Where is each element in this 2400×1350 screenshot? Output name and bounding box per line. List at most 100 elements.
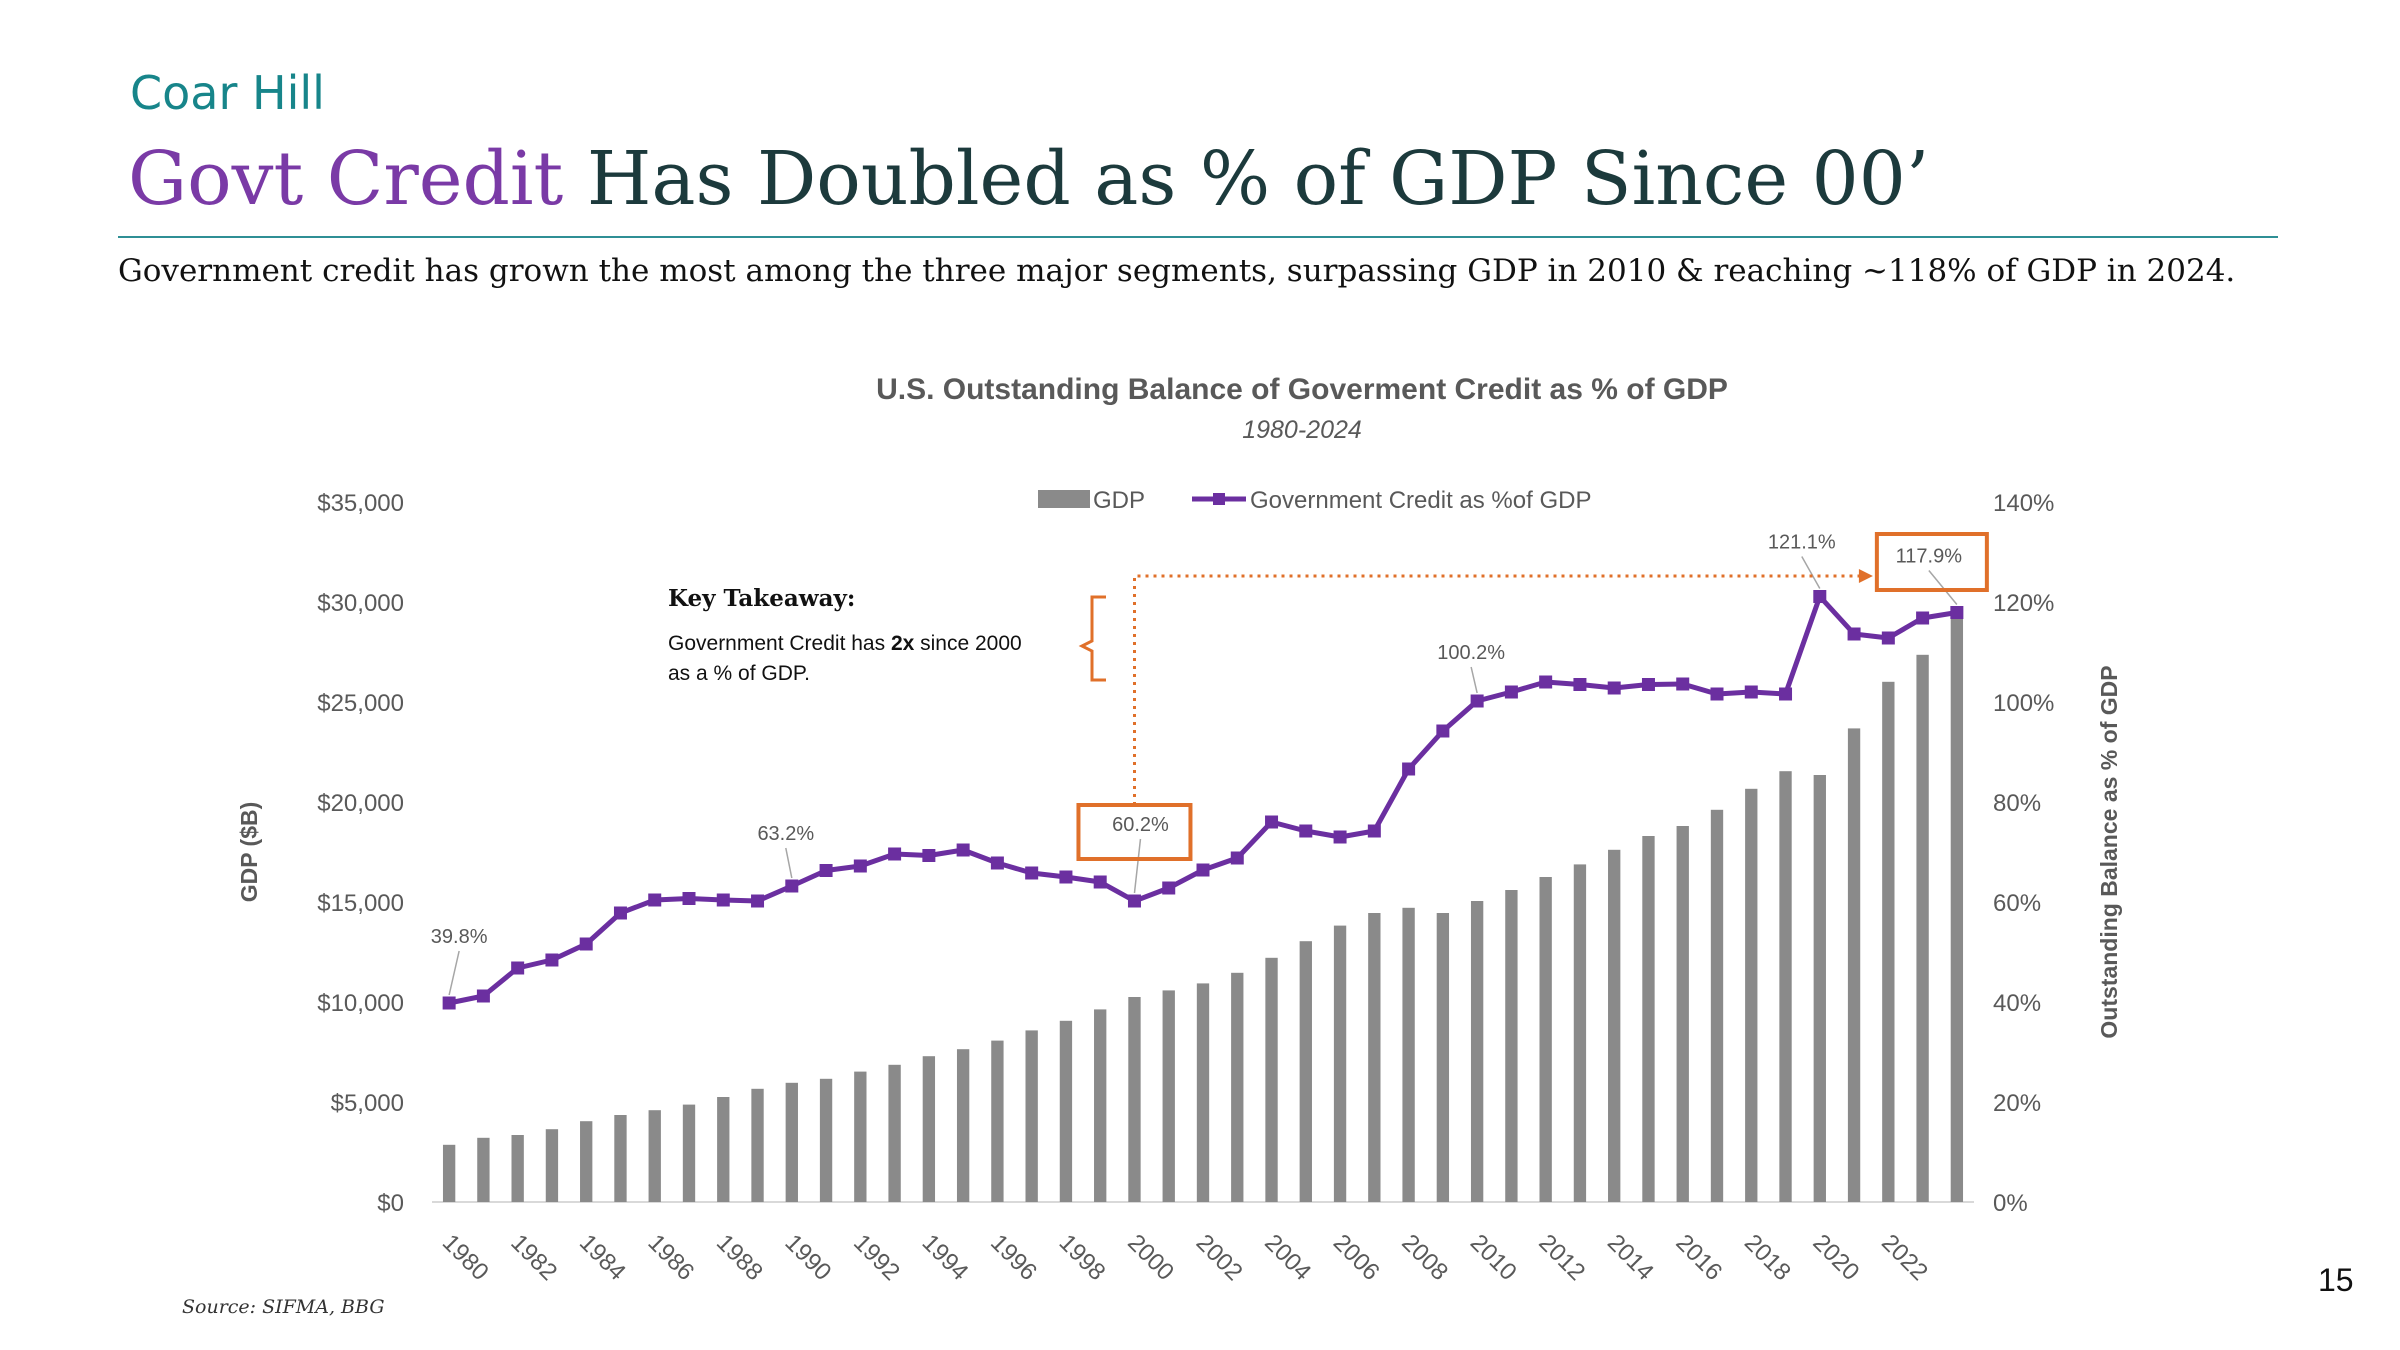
x-tick-label: 1986 [642,1229,699,1286]
x-tick-label: 1994 [917,1229,974,1286]
credit-point [1367,824,1381,838]
credit-point [1504,685,1518,699]
y2-tick-label: 0% [1993,1190,2028,1217]
gdp-bar [1745,788,1758,1202]
title-accent: Govt Credit [128,136,564,222]
gdp-bar [1847,728,1861,1202]
credit-point [751,894,765,908]
takeaway-line-1: Government Credit has 2x since 2000 [668,632,1022,655]
gdp-bar [1710,809,1724,1202]
gdp-bar [1539,877,1552,1202]
credit-point [1162,881,1176,895]
credit-point [476,989,490,1003]
credit-point [956,843,970,857]
x-tick-label: 2008 [1396,1229,1453,1286]
legend-gdp-label: GDP [1093,487,1145,514]
chart-title: U.S. Outstanding Balance of Goverment Cr… [876,373,1728,406]
gdp-bars [442,618,1964,1202]
credit-point [545,953,559,967]
takeaway-heading: Key Takeaway: [668,585,855,612]
gdp-bar [1196,983,1210,1202]
gdp-bar [1025,1030,1038,1202]
credit-point [1196,863,1210,877]
gdp-bar [477,1137,490,1202]
takeaway-line-1-pre: Government Credit has [668,632,891,655]
y-tick-label: $35,000 [317,490,404,517]
gdp-bar [1608,849,1621,1202]
credit-point [579,937,593,951]
credit-line [442,590,1964,1010]
key-takeaway-callout: Key Takeaway: Government Credit has 2x s… [668,585,1106,685]
highlight-overlays [1076,532,1989,861]
data-label: 60.2% [1112,814,1169,836]
gdp-bar [1231,972,1244,1202]
credit-point [442,996,456,1010]
gdp-bar [1882,681,1895,1202]
x-tick-label: 1992 [848,1229,905,1286]
credit-point [853,859,867,873]
y-tick-label: $10,000 [317,990,404,1017]
credit-point [648,893,662,907]
takeaway-line-1-post: since 2000 [914,632,1021,655]
gdp-bar [442,1144,456,1202]
legend-credit-label: Government Credit as %of GDP [1250,487,1591,514]
legend-bar-swatch [1038,490,1090,508]
credit-point [1333,830,1347,844]
gdp-bar [819,1078,833,1202]
credit-point [1299,824,1313,838]
y-tick-label: $30,000 [317,590,404,617]
highlight-box-2024 [1874,532,1989,592]
y-axis-title: GDP ($B) [236,802,262,903]
gdp-bar [580,1121,593,1202]
takeaway-line-2: as a % of GDP. [668,662,810,685]
gdp-bar [682,1104,696,1202]
gdp-bar [1402,907,1415,1202]
gdp-bar [717,1097,730,1202]
gdp-bar [1916,654,1929,1202]
credit-point [922,849,936,862]
credit-point [682,892,696,905]
gdp-bar [511,1135,524,1202]
title-rest: Has Doubled as % of GDP Since 00’ [563,136,1930,222]
x-tick-label: 1984 [574,1229,631,1286]
gdp-bar [1779,771,1792,1202]
credit-point [716,893,730,907]
credit-point [1265,815,1279,829]
x-tick-label: 2000 [1122,1229,1179,1286]
gdp-bar [1299,941,1312,1202]
x-tick-label: 1982 [505,1229,562,1286]
y2-tick-label: 100% [1993,690,2054,717]
credit-point [1641,678,1655,691]
gdp-bar [1162,990,1175,1202]
x-tick-label: 1998 [1054,1229,1111,1286]
gdp-bar [1676,826,1689,1202]
chart-subtitle: 1980-2024 [1242,416,1362,444]
y2-tick-label: 20% [1993,1090,2041,1117]
x-tick-label: 2020 [1808,1229,1865,1286]
page-title: Govt Credit Has Doubled as % of GDP Sinc… [128,136,1929,222]
credit-point [1916,611,1930,625]
y2-tick-label: 120% [1993,590,2054,617]
credit-point [819,864,833,877]
y2-tick-label: 40% [1993,990,2041,1017]
gdp-bar [1059,1020,1073,1202]
credit-point [1573,678,1587,691]
credit-point [1950,606,1964,619]
credit-point [888,847,902,861]
data-label-leader [1801,556,1821,589]
credit-line-path [448,594,1958,1006]
y-tick-label: $25,000 [317,690,404,717]
credit-point [1881,631,1895,645]
y-tick-label: $20,000 [317,790,404,817]
gdp-bar [854,1071,867,1202]
y2-tick-label: 140% [1993,490,2054,517]
gdp-bar [614,1115,627,1202]
y-tick-label: $15,000 [317,890,404,917]
x-tick-label: 1988 [711,1229,768,1286]
gdp-bar [956,1049,970,1202]
credit-point [1539,675,1553,689]
x-tick-label: 2014 [1602,1229,1659,1286]
gdp-bar [1128,997,1141,1202]
x-tick-label: 2022 [1876,1229,1933,1286]
